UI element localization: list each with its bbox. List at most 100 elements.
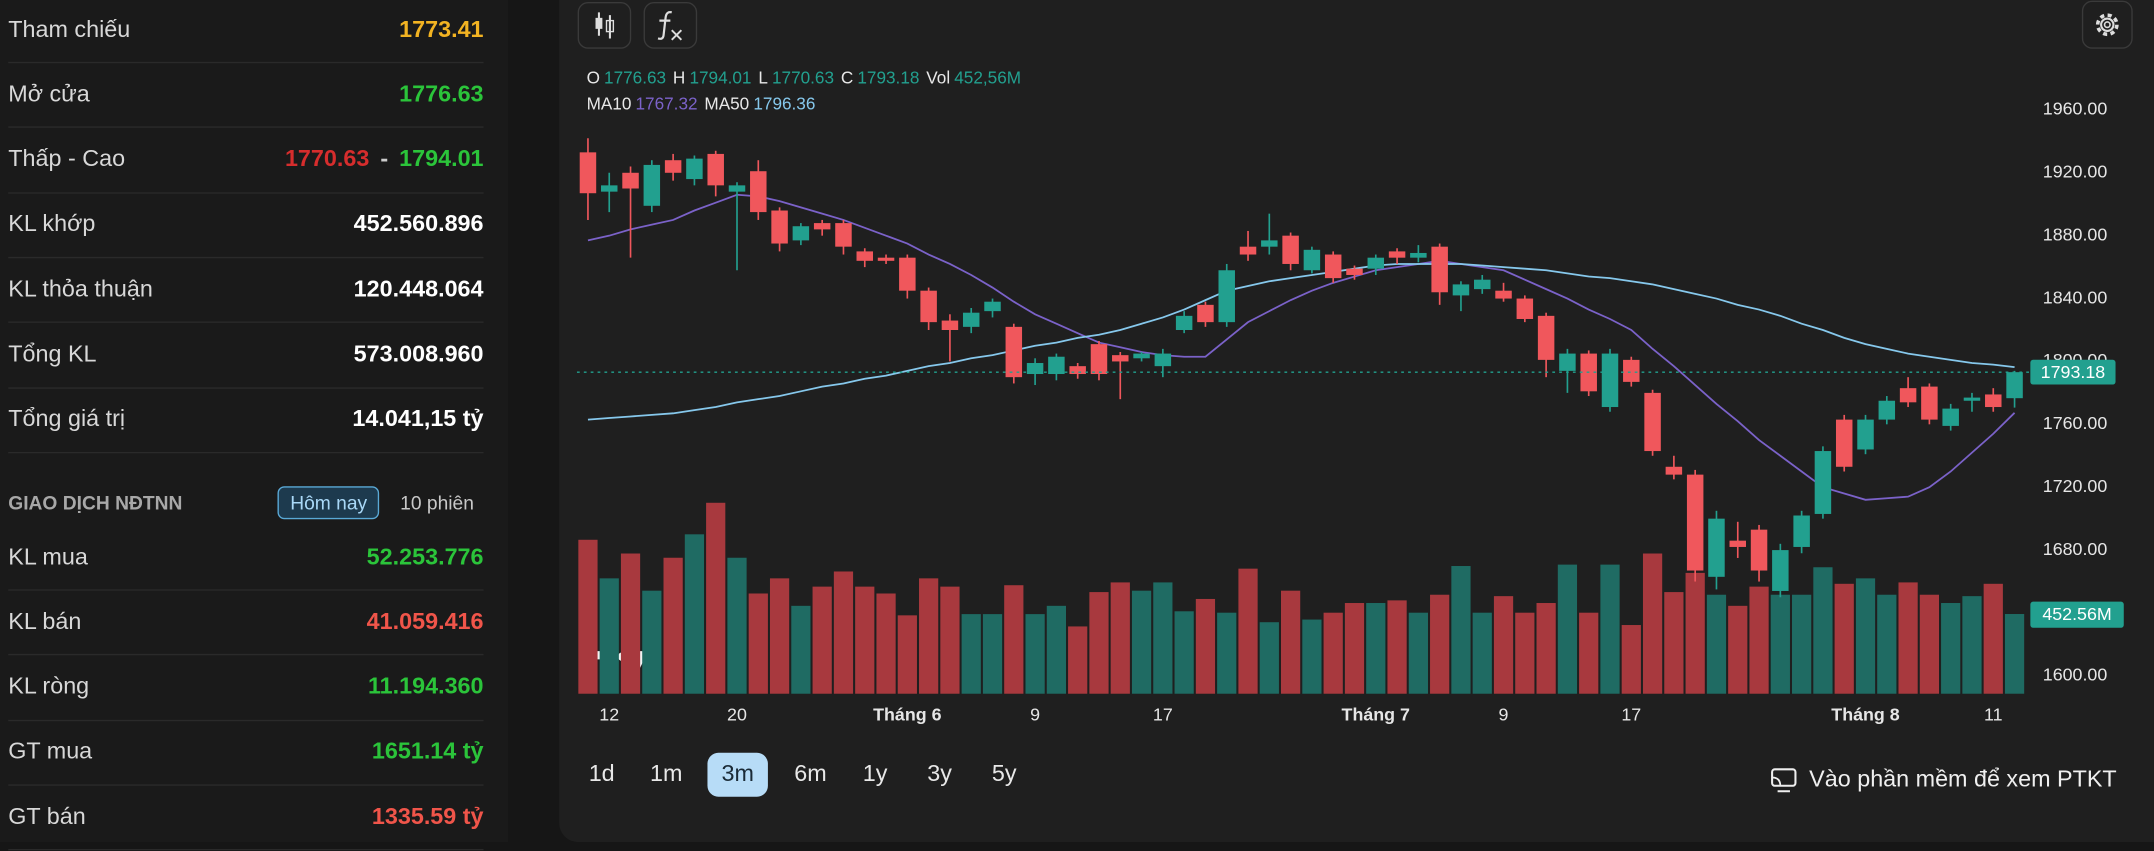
candle-body	[1069, 366, 1086, 375]
row-value: 1651.14 tỷ	[371, 738, 484, 765]
icon	[2100, 17, 2115, 32]
ma-line	[587, 193, 2016, 501]
candle-body	[1537, 315, 1555, 360]
volume-bar	[1642, 553, 1663, 694]
x-tick-label: 11	[1984, 704, 2003, 724]
volume-bar	[1174, 611, 1194, 694]
x-tick-label: 20	[727, 704, 747, 724]
row-label: KL bán	[8, 608, 82, 635]
volume-bar	[897, 615, 917, 694]
settings-button[interactable]	[2081, 0, 2133, 49]
candle-body	[1388, 251, 1406, 258]
volume-bar	[1855, 578, 1876, 694]
candle-body	[856, 251, 873, 261]
volume-bar	[1536, 603, 1556, 694]
period-button[interactable]: 1m	[650, 760, 682, 786]
tool-button[interactable]	[643, 2, 698, 49]
candle-body	[1963, 397, 1981, 401]
stat-label: Tổng KL	[8, 340, 97, 367]
cta[interactable]: Vào phần mềm để xem PTKT	[1809, 765, 2117, 791]
volume-bar	[1685, 572, 1705, 694]
candle-body	[707, 153, 724, 186]
candle-body	[1410, 252, 1427, 258]
candle-body	[1686, 474, 1704, 571]
candle-body	[1474, 279, 1491, 290]
period-button[interactable]: 1y	[863, 760, 888, 786]
volume-bar	[1813, 567, 1833, 694]
volume-bar	[1898, 582, 1918, 694]
settings[interactable]	[2081, 0, 2133, 49]
stat-range: 1770.63-1794.01	[285, 146, 484, 173]
stat-row: Tham chiếu 1773.41	[8, 0, 484, 64]
candle-body	[1261, 240, 1278, 247]
candle-body	[1601, 353, 1619, 408]
candle-body	[664, 160, 682, 173]
tool-button[interactable]	[577, 2, 632, 49]
candle-body	[1324, 254, 1342, 279]
period-button[interactable]: 6m	[794, 760, 826, 786]
candle-body	[1814, 451, 1832, 514]
candle-body	[686, 158, 703, 180]
volume-bar	[1217, 612, 1237, 694]
candle-body	[1665, 466, 1683, 475]
legend-value: 1767.32	[636, 93, 698, 113]
stat-row: KL khớp 452.560.896	[8, 192, 484, 259]
candle-body	[941, 320, 959, 330]
stat-value: 14.041,15 tỷ	[352, 405, 484, 432]
candle-body	[1857, 419, 1874, 450]
volume-bar	[855, 586, 875, 694]
legend-value: 1796.36	[753, 93, 815, 113]
volume-bar	[1387, 600, 1407, 694]
y-tick-label: 1680.00	[2043, 539, 2108, 559]
candle-body	[1878, 400, 1896, 420]
cta-icon[interactable]	[1771, 768, 1797, 793]
ma-line	[587, 263, 2015, 421]
candle-body	[1197, 304, 1214, 323]
volume-bar	[1195, 598, 1216, 694]
tab[interactable]: 10 phiên	[400, 491, 474, 514]
period-button[interactable]: 5y	[992, 760, 1017, 786]
candle-tool[interactable]	[577, 2, 632, 49]
volume-bar	[1068, 626, 1088, 694]
tab[interactable]: Hôm nay	[277, 486, 380, 520]
volume-bar	[961, 614, 981, 694]
y-tick-label: 1840.00	[2043, 287, 2108, 307]
stat-value: 120.448.064	[353, 275, 484, 302]
volume-bar	[1728, 605, 1748, 694]
candle-body	[1346, 268, 1363, 275]
volume-bar	[1515, 612, 1535, 694]
legend-key: O	[587, 67, 600, 87]
volume-bar	[1280, 590, 1301, 694]
x-tick-label: 17	[1621, 704, 1641, 724]
candle-body	[1175, 315, 1193, 330]
candle-body	[1708, 518, 1725, 577]
period-button[interactable]: 3y	[927, 760, 952, 786]
period-active[interactable]	[707, 752, 768, 797]
candle-body	[1623, 359, 1640, 382]
volume-bar	[1706, 594, 1727, 694]
stat-row: Tổng giá trị 14.041,15 tỷ	[8, 387, 484, 454]
candle-body	[1921, 386, 1938, 420]
volume-bar	[1430, 594, 1450, 694]
legend-key: H	[673, 67, 685, 87]
legend-name: MA50	[704, 93, 749, 113]
volume-bar	[1110, 582, 1130, 694]
row-label: KL ròng	[8, 673, 90, 700]
candle-body	[1154, 353, 1172, 367]
candle-body	[728, 185, 746, 192]
period-button[interactable]: 3m	[721, 760, 753, 786]
candle-body	[1772, 550, 1789, 591]
candle-body	[984, 301, 1001, 312]
volume-bar	[791, 605, 811, 694]
period-button[interactable]: 1d	[589, 760, 615, 786]
y-tick-label: 1920.00	[2043, 162, 2108, 182]
indicator-tool[interactable]	[643, 2, 698, 49]
candle-body	[813, 223, 831, 230]
icon	[605, 19, 615, 33]
stat-high: 1794.01	[399, 145, 484, 172]
volume-bar	[599, 578, 619, 694]
volume-bar	[2004, 614, 2025, 694]
x-tick-label: 12	[599, 704, 619, 724]
candle-body	[2006, 372, 2023, 399]
volume-bar	[1621, 625, 1641, 694]
